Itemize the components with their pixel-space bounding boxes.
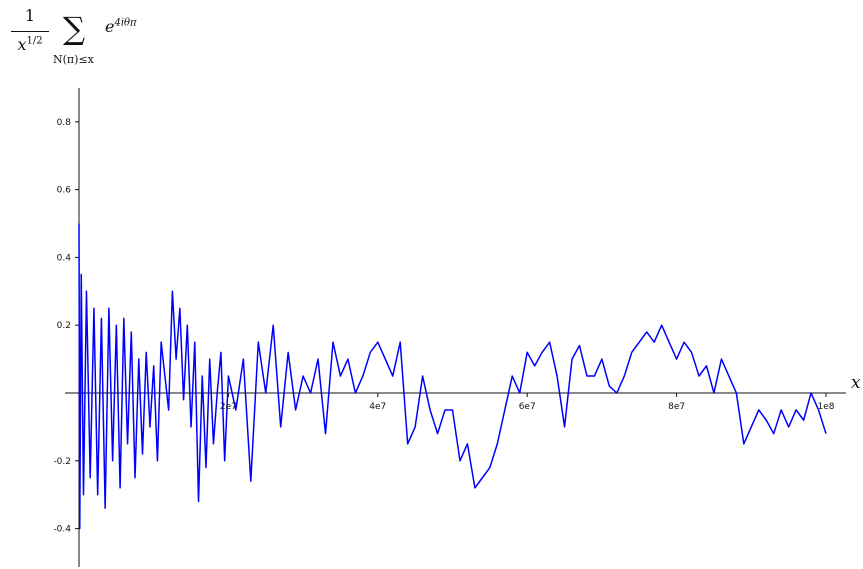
- chart-title-formula: 1 x1/2 ∑ N(π)≤x e4iθπ: [10, 4, 180, 76]
- formula-term-base: e: [105, 17, 115, 36]
- y-tick-label: 0.8: [57, 118, 72, 128]
- formula-fraction-bar: [11, 31, 49, 32]
- formula-denominator-exponent: 1/2: [26, 35, 43, 47]
- x-tick-label: 4e7: [369, 402, 386, 412]
- x-tick-label: 1e8: [818, 402, 835, 412]
- y-tick-label: 0.6: [57, 186, 72, 196]
- axis-tick-labels: 2e7 4e7 6e7 8e7 1e8 0.8 0.6 0.4 0.2 -0.2 -0.4: [53, 118, 834, 535]
- y-tick-label: 0.2: [57, 321, 71, 331]
- formula-sum-subscript: N(π)≤x: [53, 53, 94, 66]
- x-axis-label: x: [851, 373, 861, 393]
- formula-denominator-base: x: [17, 35, 27, 54]
- series-line: [78, 223, 827, 530]
- y-tick-label: -0.2: [53, 457, 71, 467]
- formula-numerator: 1: [24, 6, 36, 25]
- formula-sum-symbol: ∑: [63, 11, 86, 47]
- x-tick-label: 2e7: [220, 402, 237, 412]
- y-tick-label: 0.4: [57, 253, 72, 263]
- x-tick-label: 6e7: [519, 402, 536, 412]
- formula-denominator: x1/2: [10, 35, 50, 54]
- formula-term-exponent: 4iθπ: [114, 17, 137, 29]
- y-tick-label: -0.4: [53, 525, 71, 535]
- x-tick-label: 8e7: [668, 402, 685, 412]
- formula-term: e4iθπ: [105, 17, 137, 36]
